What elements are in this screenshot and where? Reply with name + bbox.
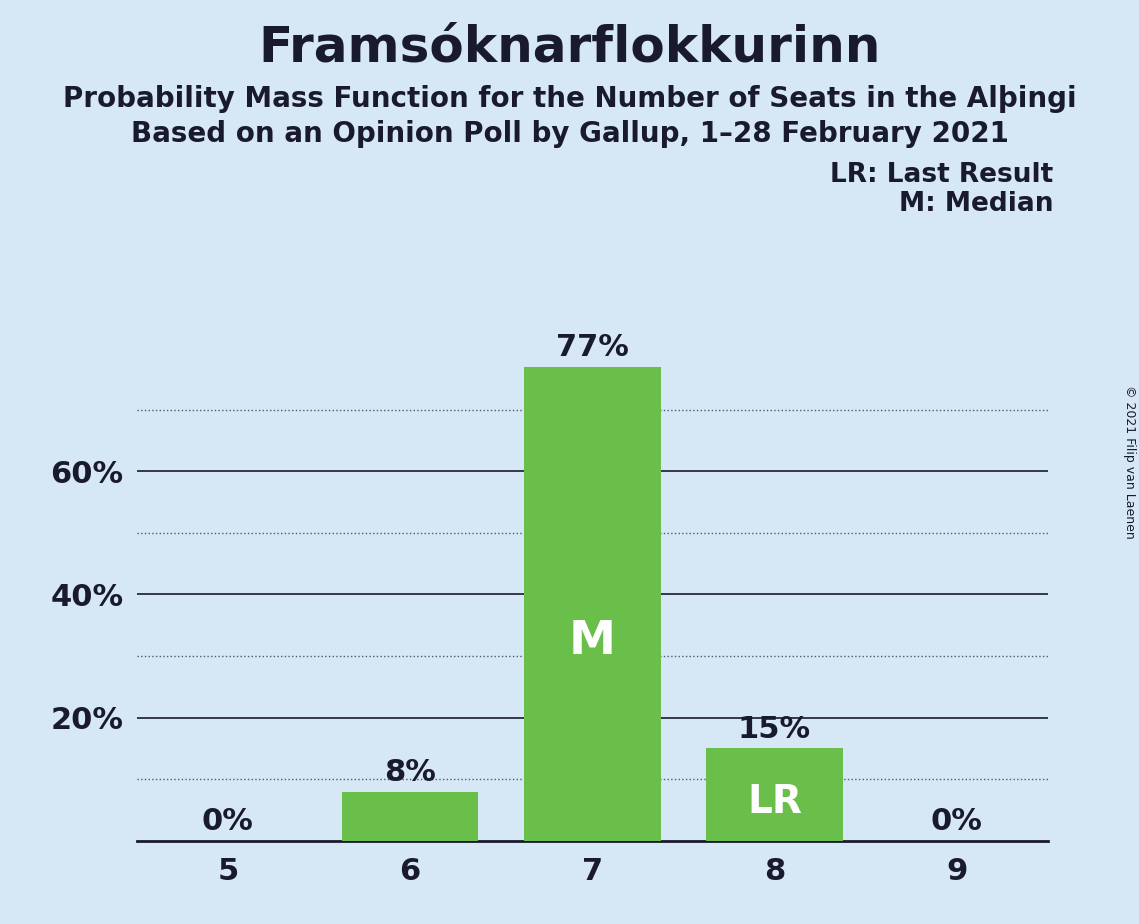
Bar (706, 748, 843, 841)
Text: 8%: 8% (384, 758, 436, 786)
Bar (342, 792, 478, 841)
Text: M: M (568, 619, 616, 664)
Text: 0%: 0% (931, 807, 983, 836)
Text: Framsóknarflokkurinn: Framsóknarflokkurinn (259, 23, 880, 71)
Text: © 2021 Filip van Laenen: © 2021 Filip van Laenen (1123, 385, 1137, 539)
Text: M: Median: M: Median (899, 191, 1054, 217)
Text: Probability Mass Function for the Number of Seats in the Alþingi: Probability Mass Function for the Number… (63, 85, 1076, 113)
Text: LR: LR (747, 783, 802, 821)
Bar (524, 367, 661, 841)
Text: 0%: 0% (202, 807, 254, 836)
Text: Based on an Opinion Poll by Gallup, 1–28 February 2021: Based on an Opinion Poll by Gallup, 1–28… (131, 120, 1008, 148)
Text: 77%: 77% (556, 333, 629, 361)
Text: 15%: 15% (738, 714, 811, 744)
Text: LR: Last Result: LR: Last Result (830, 162, 1054, 188)
